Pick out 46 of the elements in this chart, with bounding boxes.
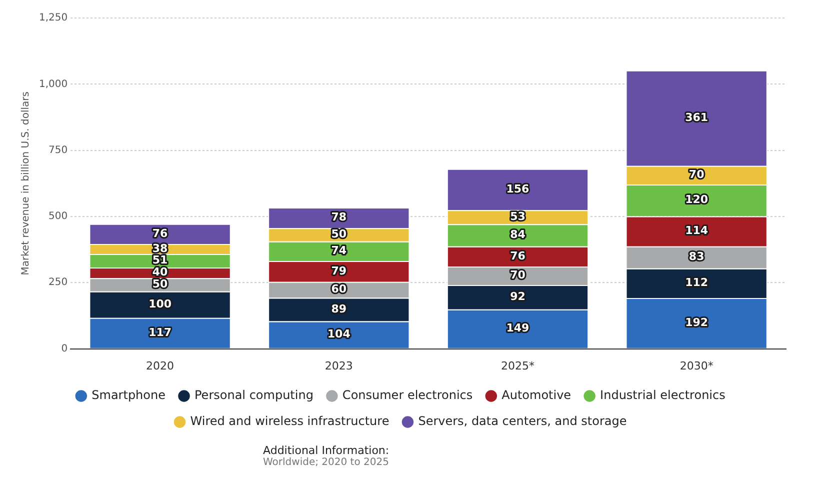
data-label: 117	[148, 326, 172, 339]
data-label: 50	[331, 228, 347, 241]
legend-label: Industrial electronics	[600, 388, 726, 402]
x-tick-label: 2023	[324, 359, 353, 372]
data-label: 100	[148, 297, 172, 310]
x-tick-label: 2020	[146, 359, 174, 372]
legend-label: Smartphone	[92, 388, 166, 402]
data-label: 76	[152, 226, 168, 240]
legend-label: Servers, data centers, and storage	[418, 414, 627, 428]
y-tick-label: 1,000	[38, 78, 68, 90]
data-label: 79	[331, 264, 347, 278]
data-label: 60	[331, 282, 347, 296]
data-label: 89	[331, 302, 347, 316]
text: Worldwide; 2020 to 2025	[263, 457, 390, 468]
text: Additional Information:	[263, 444, 390, 457]
data-label: 53	[510, 210, 526, 223]
x-tick-label: 2025*	[500, 359, 535, 372]
legend-label: Consumer electronics	[342, 388, 473, 402]
y-tick-label: 250	[48, 277, 68, 288]
legend-label: Wired and wireless infrastructure	[190, 414, 390, 428]
y-tick-label: 0	[61, 343, 68, 354]
y-tick-label: 500	[48, 211, 68, 222]
data-label: 92	[510, 290, 526, 304]
data-label: 112	[685, 276, 708, 290]
data-label: 51	[152, 254, 168, 267]
data-label: 361	[685, 111, 708, 124]
y-tick-label: 750	[48, 144, 68, 156]
data-label: 50	[152, 278, 168, 291]
y-axis-title: Market revenue in billion U.S. dollars	[20, 92, 32, 276]
data-label: 70	[510, 268, 526, 282]
legend-label: Personal computing	[194, 388, 314, 402]
data-label: 84	[510, 228, 526, 242]
data-label: 192	[685, 316, 708, 330]
data-label: 104	[327, 328, 351, 341]
data-label: 156	[506, 182, 530, 196]
data-label: 114	[685, 224, 708, 238]
y-tick-label: 1,250	[38, 12, 68, 24]
data-label: 76	[510, 249, 526, 262]
data-label: 70	[688, 168, 705, 182]
data-label: 74	[331, 244, 347, 258]
legend-label: Automotive	[502, 388, 572, 402]
x-tick-label: 2030*	[680, 359, 714, 372]
data-label: 149	[506, 322, 530, 335]
data-label: 120	[685, 193, 708, 206]
data-label: 83	[688, 250, 704, 264]
data-label: 78	[331, 210, 347, 224]
